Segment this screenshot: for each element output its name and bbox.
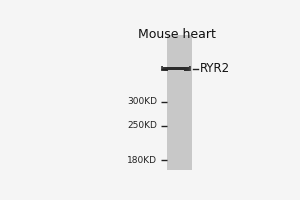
Text: RYR2: RYR2 — [200, 62, 230, 75]
Text: 250KD: 250KD — [128, 121, 157, 130]
Text: Mouse heart: Mouse heart — [138, 28, 216, 41]
Text: 180KD: 180KD — [127, 156, 157, 165]
Text: 300KD: 300KD — [127, 97, 157, 106]
Bar — [167, 35, 192, 170]
